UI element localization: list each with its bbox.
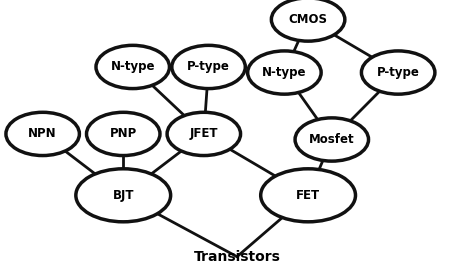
Text: NPN: NPN [28,128,57,140]
Ellipse shape [361,51,435,94]
Text: BJT: BJT [112,189,134,202]
Text: N-type: N-type [262,66,307,79]
Text: Mosfet: Mosfet [309,133,355,146]
Ellipse shape [6,112,79,156]
Text: FET: FET [296,189,320,202]
Ellipse shape [96,45,169,89]
Ellipse shape [271,0,345,41]
Ellipse shape [167,112,240,156]
Ellipse shape [172,45,245,89]
Text: P-type: P-type [377,66,419,79]
Ellipse shape [86,112,160,156]
Text: PNP: PNP [109,128,137,140]
Ellipse shape [261,169,356,222]
Text: N-type: N-type [110,61,155,73]
Text: CMOS: CMOS [289,13,328,26]
Ellipse shape [295,118,368,161]
Text: JFET: JFET [190,128,218,140]
Text: Transistors: Transistors [193,250,281,264]
Ellipse shape [247,51,321,94]
Text: P-type: P-type [187,61,230,73]
Ellipse shape [76,169,171,222]
